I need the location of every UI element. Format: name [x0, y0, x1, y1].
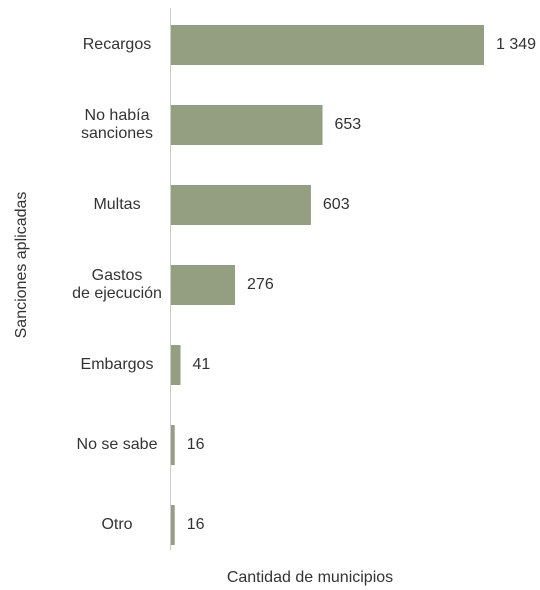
value-label: 16 [187, 436, 205, 453]
bar [171, 345, 181, 385]
bar [171, 265, 236, 305]
y-tick-label: Otro [101, 516, 132, 533]
y-tick-label: Embargos [81, 356, 154, 373]
bar [171, 25, 484, 65]
y-tick-label: No había sanciones [81, 107, 153, 142]
value-label: 276 [247, 276, 274, 293]
bar [171, 425, 175, 465]
y-tick-label: Recargos [83, 36, 151, 53]
y-tick-label: No se sabe [77, 436, 158, 453]
value-label: 16 [187, 516, 205, 533]
bar [171, 185, 311, 225]
bar [171, 505, 175, 545]
x-axis-title: Cantidad de municipios [227, 569, 393, 586]
bar [171, 105, 323, 145]
value-label: 41 [193, 356, 211, 373]
value-label: 603 [323, 196, 350, 213]
y-axis-title: Sanciones aplicadas [13, 192, 30, 339]
value-label: 653 [335, 116, 362, 133]
y-tick-label: Gastos de ejecución [72, 267, 162, 302]
y-tick-label: Multas [93, 196, 140, 213]
value-label: 1 349 [496, 36, 536, 53]
